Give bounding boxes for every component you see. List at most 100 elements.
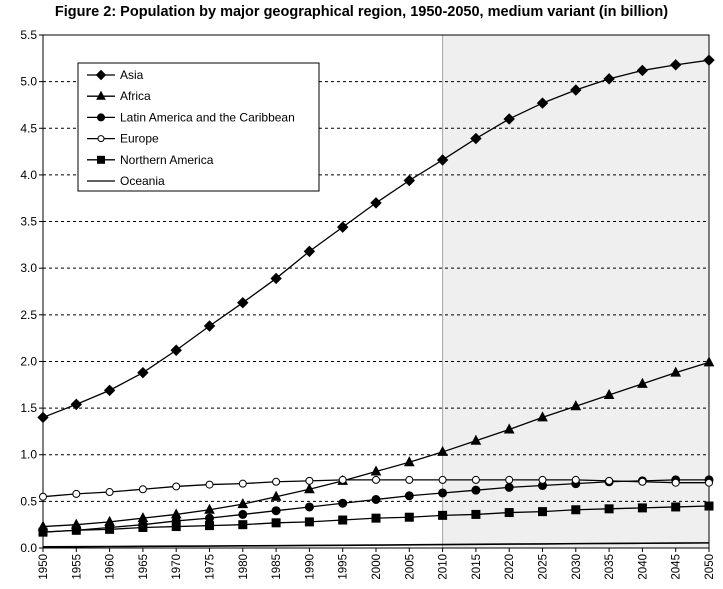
data-point: [305, 476, 314, 485]
data-point: [504, 508, 514, 518]
data-point: [304, 483, 315, 494]
x-tick-label: 2030: [571, 554, 583, 580]
data-point: [603, 73, 615, 85]
data-point: [97, 113, 105, 122]
data-point: [370, 465, 382, 476]
projection-shading: [442, 35, 709, 548]
y-tick-label: 1.5: [20, 401, 37, 415]
x-tick-label: 1965: [138, 554, 150, 580]
legend: Asia Africa Latin America and the Caribbea…: [77, 62, 320, 192]
data-point: [203, 320, 216, 332]
data-point: [138, 522, 148, 532]
data-point: [303, 245, 316, 258]
data-point: [338, 475, 347, 484]
data-point: [637, 503, 647, 513]
data-point: [205, 521, 214, 531]
data-point: [97, 155, 105, 164]
data-point: [638, 477, 647, 486]
data-point: [204, 503, 215, 514]
y-tick-label: 0.5: [20, 494, 37, 508]
data-point: [103, 384, 116, 397]
series-europe: [39, 475, 713, 501]
x-tick-label: 2015: [471, 554, 483, 580]
y-tick-label: 5.0: [20, 75, 37, 89]
data-point: [338, 515, 348, 525]
data-point: [436, 154, 449, 166]
data-point: [571, 505, 581, 515]
data-point: [338, 498, 348, 508]
legend-item: Asia: [87, 68, 144, 82]
data-point: [538, 475, 547, 484]
data-point: [604, 504, 614, 514]
data-point: [171, 522, 181, 532]
y-tick-label: 4.0: [20, 168, 37, 182]
data-point: [471, 509, 481, 519]
data-point: [237, 498, 249, 509]
y-tick-label: 4.5: [20, 121, 37, 135]
axes: 0.0 0.5 1.0 1.5 2.0 2.5 3.0 3.5 4.0 4.5 5.0 5.5 1950…: [20, 28, 716, 580]
data-point: [72, 489, 81, 498]
legend-label: Latin America and the Caribbean: [120, 110, 295, 124]
x-tick-label: 2025: [538, 554, 550, 580]
x-tick-label: 1970: [171, 554, 183, 580]
data-point: [271, 506, 281, 516]
data-point: [137, 366, 149, 379]
data-point: [670, 366, 682, 377]
data-point: [172, 482, 181, 491]
x-tick-label: 2020: [504, 554, 516, 580]
data-point: [105, 488, 114, 497]
data-point: [671, 502, 681, 512]
data-point: [471, 475, 480, 484]
y-tick-label: 2.5: [20, 308, 37, 322]
data-point: [405, 475, 414, 484]
data-point: [438, 510, 448, 520]
data-point: [372, 475, 380, 484]
x-tick-label: 2010: [438, 554, 450, 580]
data-point: [404, 491, 414, 501]
legend-item: Europe: [87, 132, 159, 146]
data-point: [437, 445, 448, 456]
series-line: [42, 542, 710, 548]
legend-box: [77, 62, 320, 192]
y-tick-label: 0.0: [20, 541, 37, 555]
data-point: [170, 344, 182, 356]
data-point: [504, 482, 514, 492]
data-point: [403, 456, 415, 467]
data-point: [704, 501, 714, 511]
legend-label: Europe: [120, 132, 159, 146]
data-point: [336, 221, 349, 233]
data-point: [371, 513, 381, 523]
data-point: [470, 434, 482, 445]
legend-label: Africa: [120, 89, 151, 103]
data-point: [39, 492, 47, 501]
data-point: [404, 512, 414, 522]
data-point: [95, 69, 107, 81]
legend-item: Northern America: [87, 153, 214, 167]
legend-item: Africa: [87, 89, 151, 103]
data-point: [537, 411, 548, 422]
data-point: [471, 485, 481, 495]
data-point: [238, 520, 248, 530]
data-point: [571, 475, 580, 484]
x-tick-label: 2050: [704, 554, 716, 580]
x-tick-label: 2045: [671, 554, 683, 580]
x-tick-label: 1950: [38, 554, 50, 580]
data-point: [671, 478, 680, 487]
legend-item: Latin America and the Caribbean: [87, 110, 295, 124]
y-tick-label: 1.0: [20, 448, 37, 462]
data-point: [205, 480, 214, 489]
data-point: [96, 90, 106, 100]
x-tick-label: 1990: [304, 554, 316, 580]
data-point: [71, 525, 81, 535]
x-tick-label: 1980: [238, 554, 250, 580]
data-point: [636, 64, 649, 77]
x-tick-label: 2005: [404, 554, 416, 580]
y-tick-label: 5.5: [20, 28, 37, 42]
legend-label: Oceania: [120, 174, 165, 188]
data-point: [97, 135, 105, 143]
data-point: [272, 477, 281, 486]
data-point: [503, 113, 515, 125]
x-tick-label: 1955: [71, 554, 83, 580]
data-point: [205, 513, 214, 523]
